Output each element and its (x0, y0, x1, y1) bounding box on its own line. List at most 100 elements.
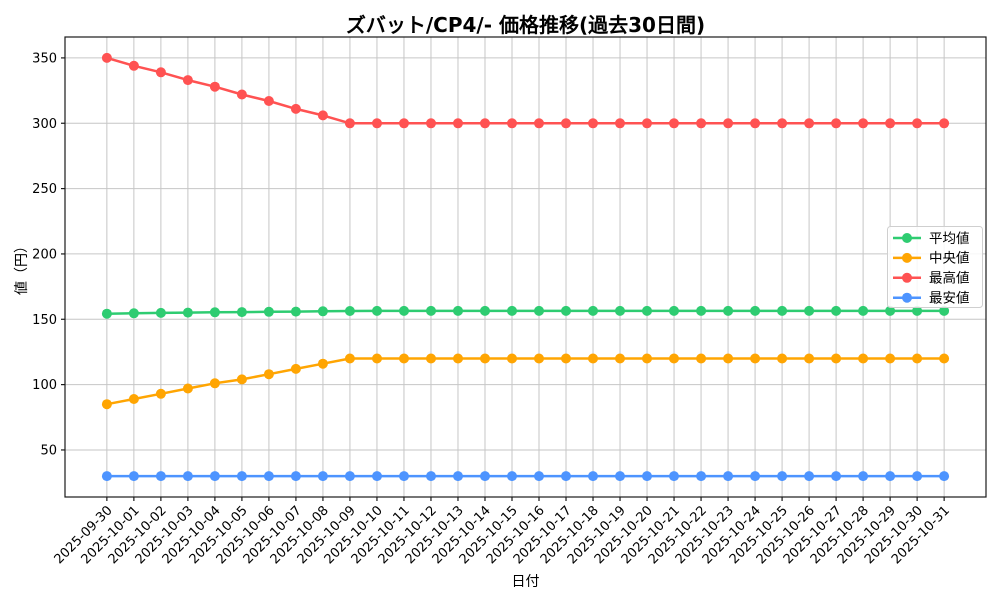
data-point-max (453, 118, 463, 129)
data-point-average (372, 305, 382, 316)
data-point-min (372, 471, 382, 482)
y-tick-label: 100 (32, 378, 57, 393)
data-point-median (263, 369, 274, 380)
data-point-median (669, 353, 679, 364)
data-point-min (588, 471, 598, 482)
data-point-min (858, 471, 869, 482)
series-min (101, 471, 950, 482)
legend-label-max: 最高値 (929, 270, 970, 287)
data-point-average (912, 305, 923, 316)
data-point-max (344, 118, 355, 129)
data-point-max (209, 81, 220, 92)
y-tick-label: 350 (32, 51, 57, 66)
data-point-min (696, 471, 707, 482)
data-point-average (453, 305, 463, 316)
data-point-average (669, 305, 679, 316)
data-point-max (750, 118, 761, 129)
data-point-min (209, 471, 220, 482)
data-point-max (372, 118, 382, 129)
series-average (101, 305, 950, 319)
data-point-min (317, 471, 328, 482)
data-point-min (101, 471, 112, 482)
y-tick-label: 300 (32, 117, 57, 132)
axes-border (64, 36, 987, 498)
data-point-max (155, 67, 166, 78)
data-point-median (372, 353, 382, 364)
data-point-min (723, 471, 734, 482)
data-point-median (750, 353, 761, 364)
data-point-max (128, 60, 139, 71)
series-line-average (106, 309, 945, 315)
data-point-min (236, 471, 247, 482)
data-point-median (344, 353, 355, 364)
data-point-max (912, 118, 923, 129)
data-point-min (912, 471, 923, 482)
data-point-max (939, 118, 950, 129)
data-point-median (453, 353, 463, 364)
data-point-min (642, 471, 652, 482)
data-point-median (209, 378, 220, 389)
data-point-min (534, 471, 544, 482)
data-point-max (236, 89, 247, 100)
data-point-median (912, 353, 923, 364)
data-point-median (777, 353, 788, 364)
data-point-max (588, 118, 598, 129)
data-point-min (290, 471, 301, 482)
data-point-median (480, 353, 490, 364)
data-point-average (804, 305, 815, 316)
data-point-average (399, 305, 409, 316)
data-point-min (426, 471, 436, 482)
data-point-median (696, 353, 707, 364)
data-point-average (236, 307, 247, 318)
data-point-max (480, 118, 490, 129)
series-line-max (106, 56, 945, 125)
ticks: 501001502002503003502025-09-302025-10-01… (32, 51, 953, 567)
data-point-max (561, 118, 571, 129)
data-point-min (480, 471, 490, 482)
data-point-average (209, 307, 220, 318)
data-point-average (101, 308, 112, 319)
y-tick-label: 250 (32, 182, 57, 197)
data-point-min (831, 471, 842, 482)
data-point-average (588, 305, 598, 316)
data-point-median (831, 353, 842, 364)
data-point-min (263, 471, 274, 482)
data-point-max (263, 96, 274, 106)
data-point-average (128, 308, 139, 319)
data-point-min (885, 471, 896, 482)
y-tick-label: 200 (32, 247, 57, 262)
data-point-median (939, 353, 950, 364)
data-point-min (344, 471, 355, 482)
data-point-average (155, 307, 166, 318)
data-point-max (804, 118, 815, 129)
data-point-average (561, 305, 571, 316)
data-point-min (399, 471, 409, 482)
data-point-max (182, 75, 193, 86)
data-point-min (939, 471, 950, 482)
data-point-median (155, 388, 166, 399)
data-point-median (507, 353, 517, 364)
data-point-average (426, 305, 436, 316)
data-point-max (858, 118, 869, 129)
data-point-max (399, 118, 409, 129)
legend-item-min: 最安値 (893, 291, 970, 307)
legend-label-median: 中央値 (929, 251, 970, 267)
data-point-max (777, 118, 788, 129)
series-line-median (106, 357, 945, 406)
data-point-average (750, 305, 761, 316)
legend-item-average: 平均値 (893, 231, 970, 247)
data-point-median (426, 353, 436, 364)
data-point-min (750, 471, 761, 482)
legend-item-max: 最高値 (893, 270, 970, 287)
data-point-median (317, 358, 328, 369)
data-point-median (723, 353, 734, 364)
data-point-median (182, 383, 193, 394)
data-point-min (507, 471, 517, 482)
data-point-max (885, 118, 896, 129)
data-point-min (155, 471, 166, 482)
legend-marker-average (902, 233, 912, 243)
data-point-max (101, 52, 112, 63)
